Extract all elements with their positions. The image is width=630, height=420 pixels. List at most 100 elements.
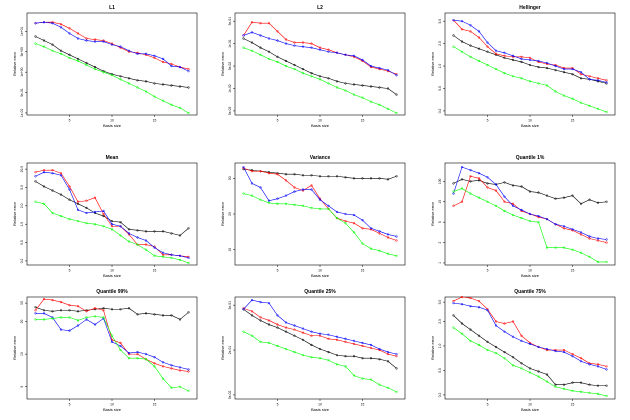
data-point-red — [42, 169, 46, 172]
x-tick-label: 5 — [487, 119, 489, 123]
data-point-blue — [386, 68, 390, 72]
y-tick-label: 5e-02 — [228, 391, 232, 400]
data-point-black — [520, 185, 523, 188]
data-point-blue — [85, 318, 88, 321]
data-point-red — [588, 75, 591, 78]
series-line-black — [35, 306, 189, 320]
data-point-blue — [494, 324, 498, 327]
data-point-blue — [51, 172, 54, 175]
data-point-green — [378, 103, 381, 106]
data-point-green — [352, 231, 356, 234]
x-tick-label: 5 — [487, 269, 489, 273]
x-axis-label: Basis size — [521, 273, 540, 278]
data-point-blue — [361, 218, 364, 222]
data-point-black — [68, 198, 71, 201]
data-point-green — [42, 45, 46, 48]
data-point-green — [310, 206, 313, 210]
data-point-black — [59, 309, 63, 312]
data-point-blue — [102, 209, 105, 213]
data-point-green — [469, 192, 472, 195]
data-point-blue — [335, 51, 339, 54]
data-point-blue — [318, 332, 322, 335]
data-point-blue — [110, 340, 114, 344]
data-point-green — [386, 107, 390, 111]
data-point-black — [34, 180, 37, 183]
data-point-blue — [369, 64, 373, 68]
data-point-black — [42, 185, 46, 188]
data-point-green — [511, 364, 515, 367]
data-point-blue — [378, 230, 381, 233]
data-point-green — [318, 207, 322, 211]
y-tick-label: 1e+00 — [20, 67, 24, 76]
data-point-blue — [76, 37, 80, 40]
data-point-blue — [301, 188, 305, 191]
data-point-red — [460, 28, 464, 31]
data-point-black — [528, 367, 532, 370]
data-point-green — [571, 248, 574, 251]
data-point-blue — [327, 204, 330, 207]
data-point-green — [153, 95, 156, 98]
data-point-blue — [119, 344, 122, 348]
data-point-red — [76, 200, 80, 203]
x-tick-label: 10 — [528, 403, 532, 407]
data-point-blue — [153, 246, 156, 249]
data-point-green — [335, 86, 339, 89]
series-line-red — [453, 19, 607, 81]
data-point-black — [76, 202, 80, 205]
data-point-blue — [520, 208, 523, 212]
y-tick-label: 5.0 — [438, 300, 442, 305]
data-point-blue — [170, 64, 173, 68]
data-point-blue — [344, 212, 347, 216]
plot-title: L2 — [317, 5, 323, 11]
data-point-green — [144, 358, 148, 361]
data-point-red — [93, 307, 97, 310]
y-axis-label: Relative error — [12, 201, 17, 226]
data-point-green — [267, 201, 271, 204]
data-point-blue — [259, 186, 262, 189]
data-point-black — [460, 178, 464, 181]
data-point-black — [68, 53, 71, 56]
data-point-blue — [301, 45, 305, 48]
data-point-green — [119, 234, 122, 237]
data-point-green — [327, 82, 330, 85]
data-point-blue — [452, 19, 455, 22]
data-point-blue — [327, 50, 330, 53]
data-point-green — [486, 348, 489, 352]
data-point-red — [153, 56, 156, 60]
data-point-red — [361, 227, 364, 230]
data-point-red — [571, 352, 574, 356]
data-point-black — [85, 206, 88, 210]
y-axis-label: Relative error — [220, 335, 225, 360]
x-tick-label: 15 — [361, 403, 365, 407]
data-point-green — [250, 194, 254, 197]
data-point-green — [562, 94, 566, 97]
data-point-black — [301, 174, 305, 177]
data-point-blue — [144, 52, 148, 55]
data-point-blue — [596, 365, 600, 368]
data-point-black — [136, 313, 139, 316]
data-point-blue — [588, 363, 591, 366]
data-point-blue — [395, 74, 398, 77]
data-point-blue — [153, 356, 156, 359]
data-point-green — [318, 78, 322, 81]
data-point-green — [596, 392, 600, 396]
data-point-black — [588, 198, 591, 201]
plot-panel: Quantile 1% 5 10 15 1 2 5 10 100 Basis size Relati… — [430, 155, 616, 278]
series-line-red — [243, 307, 397, 357]
data-point-blue — [378, 66, 381, 70]
data-point-green — [76, 319, 80, 322]
series-line-blue — [35, 171, 189, 259]
data-point-green — [161, 99, 165, 102]
data-point-red — [276, 30, 279, 33]
data-point-black — [528, 190, 532, 193]
data-point-blue — [369, 227, 373, 230]
data-point-green — [178, 385, 182, 388]
data-point-black — [545, 194, 549, 197]
y-axis-label: Relative error — [430, 51, 435, 76]
data-point-red — [477, 36, 481, 39]
data-point-green — [310, 356, 313, 359]
data-point-black — [486, 182, 489, 185]
data-point-blue — [528, 342, 532, 346]
data-point-red — [51, 298, 54, 302]
data-point-green — [335, 216, 339, 220]
